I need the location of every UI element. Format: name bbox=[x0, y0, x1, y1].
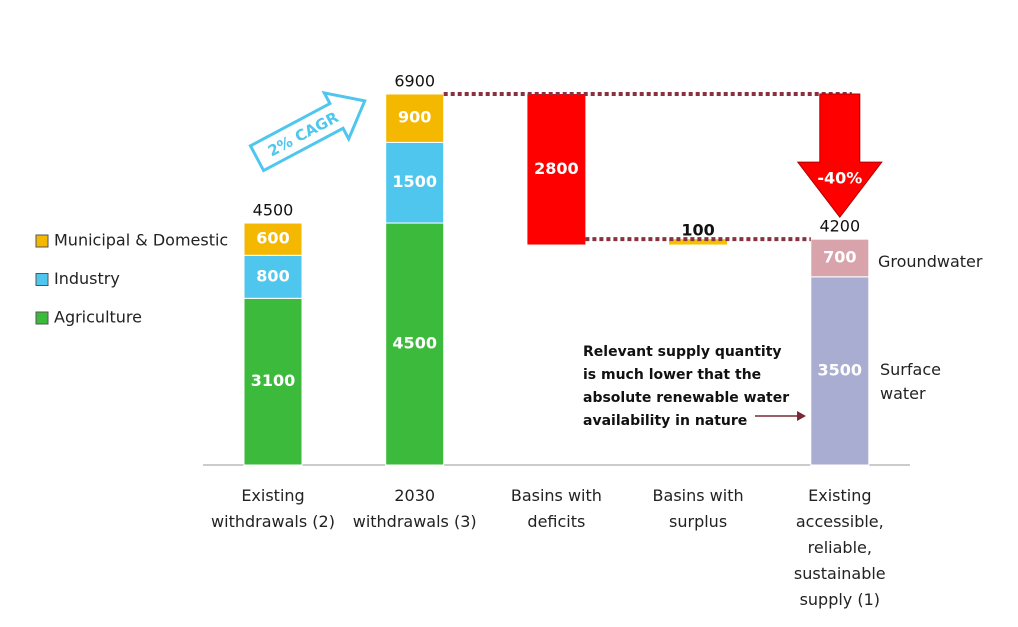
growth-arrow: 2% CAGR bbox=[248, 90, 367, 173]
x-tick-label: Existing withdrawals (2) bbox=[211, 486, 335, 531]
x-tick-label: 2030 withdrawals (3) bbox=[352, 486, 477, 531]
value-label: 4500 bbox=[392, 334, 437, 353]
value-label: 3500 bbox=[818, 360, 863, 379]
legend-marker bbox=[35, 311, 49, 325]
legend-marker bbox=[35, 234, 49, 248]
x-tick-label: Existing accessible, reliable, sustainab… bbox=[793, 486, 886, 609]
legend-label: Industry bbox=[54, 269, 120, 288]
reduction-arrow bbox=[796, 93, 883, 218]
legend-marker bbox=[35, 273, 49, 286]
x-tick-label: Basins with surplus bbox=[652, 486, 744, 531]
value-label: 700 bbox=[823, 247, 856, 266]
value-label: 2800 bbox=[534, 159, 579, 178]
legend-label: Agriculture bbox=[54, 308, 142, 327]
value-label: 4200 bbox=[819, 217, 860, 236]
bar-segment bbox=[385, 93, 445, 143]
bar-segment bbox=[243, 222, 303, 256]
value-label: 600 bbox=[256, 229, 289, 248]
supply-label: Groundwater bbox=[878, 252, 983, 271]
bar-segment bbox=[385, 141, 445, 224]
legend-label: Municipal & Domestic bbox=[54, 231, 228, 250]
growth-arrow-shape bbox=[248, 90, 367, 173]
value-label: 100 bbox=[681, 221, 714, 240]
deficit-bar bbox=[527, 93, 586, 245]
surplus-bar bbox=[669, 239, 728, 245]
bar-segment bbox=[243, 254, 303, 299]
value-label: -40% bbox=[817, 169, 862, 188]
supply-segment bbox=[810, 276, 870, 466]
value-label: 900 bbox=[398, 108, 431, 127]
supply-segment bbox=[810, 238, 870, 278]
note-arrow-head bbox=[797, 411, 806, 421]
bar-segment bbox=[243, 297, 303, 466]
value-label: 1500 bbox=[392, 172, 437, 191]
x-tick-label: Basins with deficits bbox=[510, 486, 602, 531]
value-label: 3100 bbox=[251, 371, 296, 390]
value-label: 800 bbox=[256, 266, 289, 285]
note: Relevant supply quantity is much lower t… bbox=[583, 344, 790, 429]
value-label: 4500 bbox=[253, 201, 294, 220]
supply-label: Surface water bbox=[880, 360, 941, 403]
bar-segment bbox=[385, 222, 445, 466]
value-label: 6900 bbox=[394, 71, 435, 90]
